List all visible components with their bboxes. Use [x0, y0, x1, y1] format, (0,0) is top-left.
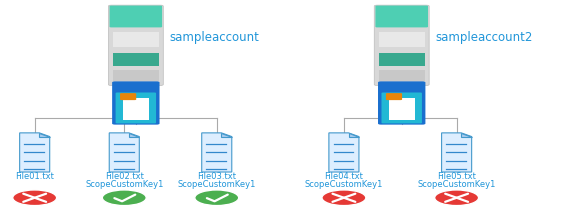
- Text: ScopeCustomKey1: ScopeCustomKey1: [85, 180, 164, 189]
- FancyBboxPatch shape: [110, 6, 162, 27]
- Bar: [123, 98, 149, 120]
- FancyBboxPatch shape: [378, 81, 425, 125]
- FancyBboxPatch shape: [386, 93, 402, 100]
- Text: ScopeCustomKey1: ScopeCustomKey1: [305, 180, 383, 189]
- Polygon shape: [129, 133, 139, 137]
- FancyBboxPatch shape: [381, 92, 422, 123]
- Circle shape: [195, 190, 239, 206]
- Polygon shape: [461, 133, 472, 137]
- Text: File05.txt: File05.txt: [437, 172, 476, 181]
- Polygon shape: [349, 133, 359, 137]
- Text: ScopeCustomKey1: ScopeCustomKey1: [417, 180, 496, 189]
- Polygon shape: [109, 133, 139, 172]
- FancyBboxPatch shape: [116, 92, 156, 123]
- Text: sampleaccount2: sampleaccount2: [435, 30, 532, 44]
- FancyBboxPatch shape: [376, 6, 428, 27]
- Text: sampleaccount: sampleaccount: [169, 30, 259, 44]
- Polygon shape: [221, 133, 232, 137]
- Bar: [379, 53, 424, 66]
- Bar: [113, 32, 158, 47]
- Text: File02.txt: File02.txt: [105, 172, 144, 181]
- FancyBboxPatch shape: [112, 81, 160, 125]
- FancyBboxPatch shape: [108, 5, 164, 85]
- Bar: [379, 32, 424, 47]
- Bar: [379, 70, 424, 81]
- Text: ScopeCustomKey1: ScopeCustomKey1: [177, 180, 256, 189]
- FancyBboxPatch shape: [375, 5, 429, 85]
- Bar: [113, 70, 158, 81]
- Text: File04.txt: File04.txt: [324, 172, 364, 181]
- Polygon shape: [39, 133, 50, 137]
- Text: File01.txt: File01.txt: [15, 172, 54, 181]
- Bar: [113, 53, 158, 66]
- Circle shape: [435, 190, 479, 206]
- Polygon shape: [329, 133, 359, 172]
- Bar: [389, 98, 414, 120]
- Circle shape: [322, 190, 366, 206]
- FancyBboxPatch shape: [120, 93, 136, 100]
- Polygon shape: [20, 133, 50, 172]
- Circle shape: [102, 190, 146, 206]
- Text: File03.txt: File03.txt: [197, 172, 236, 181]
- Polygon shape: [442, 133, 472, 172]
- Circle shape: [13, 190, 57, 206]
- Polygon shape: [202, 133, 232, 172]
